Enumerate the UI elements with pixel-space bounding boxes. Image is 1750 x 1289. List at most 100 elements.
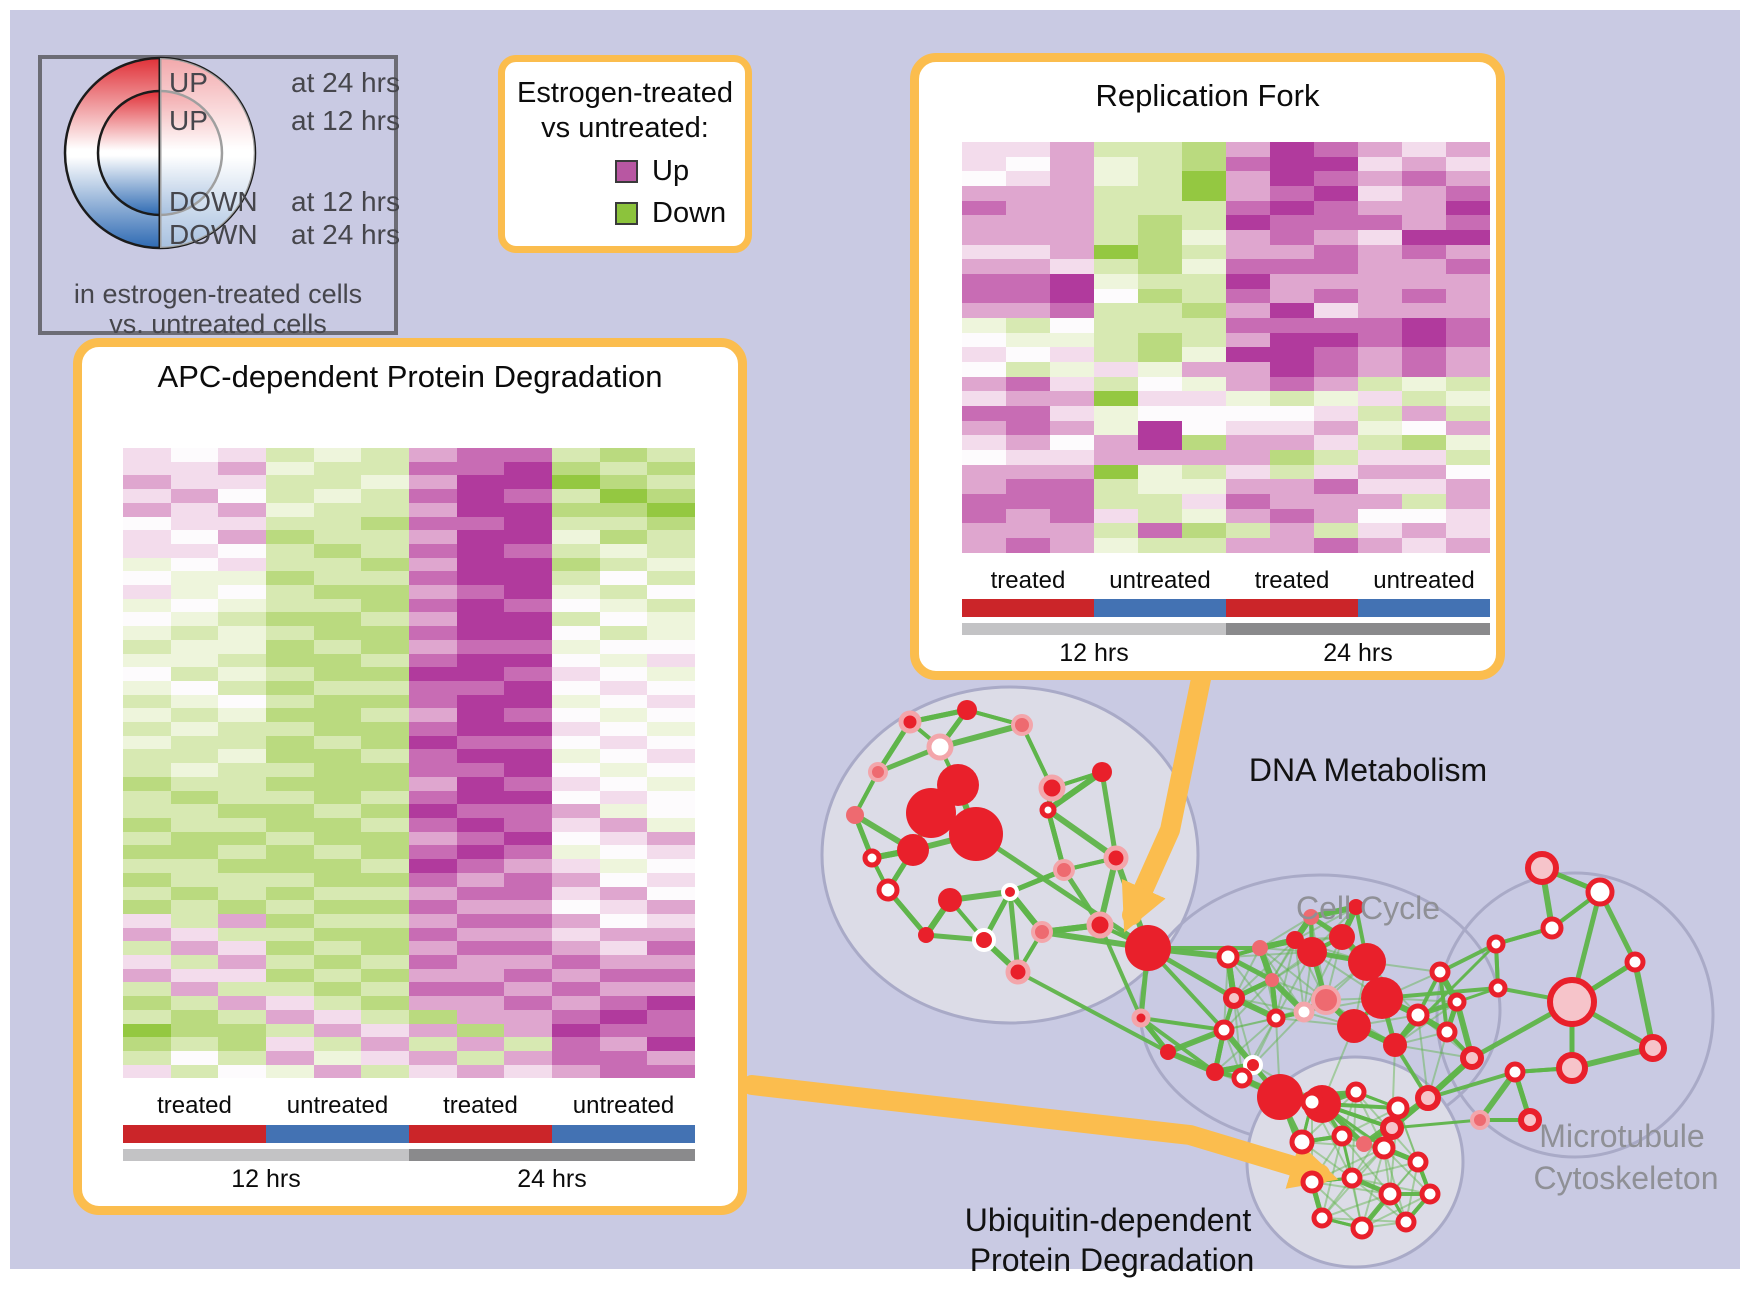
- heatmap-cell: [504, 1050, 553, 1065]
- heatmap-cell: [1402, 244, 1446, 260]
- heatmap-cell: [1094, 420, 1138, 436]
- heatmap-cell: [1182, 215, 1226, 231]
- network-node: [1031, 921, 1053, 943]
- heatmap-cell: [361, 872, 410, 887]
- heatmap-cell: [218, 900, 267, 914]
- heatmap-cell: [218, 872, 267, 887]
- heatmap-cell: [170, 845, 219, 860]
- heatmap-cell: [599, 859, 648, 873]
- heatmap-cell: [1138, 494, 1182, 509]
- heatmap-cell: [1358, 332, 1402, 348]
- heatmap-cell: [123, 530, 171, 544]
- heatmap-cell: [409, 817, 457, 832]
- heatmap-row: [123, 790, 696, 805]
- duration-bar: [962, 623, 1226, 635]
- heatmap-cell: [1006, 376, 1050, 392]
- duration-color-bars: [123, 1149, 695, 1161]
- heatmap-row: [962, 259, 1490, 275]
- heatmap-cell: [218, 543, 267, 558]
- heatmap-cell: [456, 516, 505, 531]
- ring-row-time: at 24 hrs: [291, 67, 400, 98]
- heatmap-cell: [1226, 230, 1270, 245]
- up-label: Up: [652, 155, 690, 187]
- heatmap-cell: [1270, 450, 1314, 465]
- heatmap-cell: [456, 667, 505, 681]
- heatmap-cell: [1094, 303, 1138, 319]
- heatmap-cell: [1182, 171, 1226, 187]
- heatmap-cell: [1050, 332, 1094, 348]
- heatmap-cell: [1094, 274, 1138, 289]
- heatmap-cell: [313, 845, 362, 860]
- heatmap-cell: [647, 543, 696, 558]
- heatmap-row: [123, 776, 696, 791]
- network-edge: [1099, 771, 1119, 859]
- heatmap-cell: [456, 448, 505, 462]
- heatmap-cell: [1138, 450, 1182, 465]
- heatmap-cell: [1446, 464, 1490, 480]
- heatmap-cell: [552, 886, 600, 901]
- heatmap-cell: [1270, 479, 1314, 495]
- heatmap-row: [962, 494, 1490, 509]
- heatmap-cell: [504, 680, 553, 695]
- heatmap-cell: [456, 1009, 505, 1024]
- heatmap-cell: [962, 288, 1006, 304]
- heatmap-cell: [170, 900, 219, 914]
- heatmap-cell: [1402, 479, 1446, 495]
- heatmap-cell: [218, 817, 267, 832]
- heatmap-cell: [409, 1023, 457, 1038]
- heatmap-cell: [409, 557, 457, 572]
- heatmap-cell: [1402, 200, 1446, 216]
- heatmap-cell: [599, 886, 648, 901]
- heatmap-cell: [552, 489, 600, 503]
- heatmap-cell: [647, 571, 696, 586]
- heatmap-cell: [313, 831, 362, 846]
- heatmap-cell: [1094, 200, 1138, 216]
- heatmap-cell: [599, 763, 648, 777]
- heatmap-cell: [409, 489, 457, 503]
- network-node: [1348, 943, 1386, 981]
- heatmap-row: [123, 708, 696, 723]
- heatmap-row: [123, 543, 696, 558]
- heatmap-cell: [1314, 332, 1358, 348]
- heatmap-cell: [456, 790, 505, 805]
- figure-background: UP at 24 hrs UP at 12 hrs DOWN at 12 hrs DO…: [10, 10, 1740, 1278]
- heatmap-cell: [1226, 288, 1270, 304]
- heatmap-cell: [313, 1023, 362, 1038]
- heatmap-cell: [1270, 494, 1314, 509]
- heatmap-row: [123, 859, 696, 873]
- heatmap-cell: [409, 927, 457, 942]
- duration-labels: 12 hrs 24 hrs: [962, 639, 1490, 668]
- heatmap-cell: [1270, 406, 1314, 421]
- heatmap-cell: [1006, 244, 1050, 260]
- heatmap-cell: [170, 749, 219, 764]
- network-edge: [1394, 1044, 1473, 1059]
- heatmap-cell: [1226, 156, 1270, 172]
- heatmap-cell: [218, 475, 267, 490]
- heatmap-cell: [1270, 435, 1314, 451]
- heatmap-cell: [409, 982, 457, 997]
- heatmap-cell: [504, 475, 553, 490]
- heatmap-cell: [313, 448, 362, 462]
- heatmap-cell: [1446, 391, 1490, 407]
- heatmap-cell: [313, 913, 362, 928]
- heatmap-cell: [1358, 362, 1402, 377]
- heatmap-cell: [1226, 274, 1270, 289]
- heatmap-cell: [266, 749, 314, 764]
- heatmap-row: [962, 376, 1490, 392]
- heatmap-cell: [123, 831, 171, 846]
- heatmap-cell: [361, 1023, 410, 1038]
- heatmap-cell: [1182, 288, 1226, 304]
- heatmap-cell: [1270, 186, 1314, 201]
- heatmap-cell: [1138, 186, 1182, 201]
- heatmap-row: [123, 585, 696, 599]
- heatmap-cell: [313, 502, 362, 517]
- heatmap-cell: [1006, 215, 1050, 231]
- heatmap-row: [123, 927, 696, 942]
- heatmap-cell: [1270, 332, 1314, 348]
- heatmap-cell: [361, 543, 410, 558]
- heatmap-cell: [266, 1064, 314, 1079]
- heatmap-cell: [266, 557, 314, 572]
- heatmap-cell: [456, 653, 505, 668]
- heatmap-cell: [170, 886, 219, 901]
- network-node: [898, 710, 922, 734]
